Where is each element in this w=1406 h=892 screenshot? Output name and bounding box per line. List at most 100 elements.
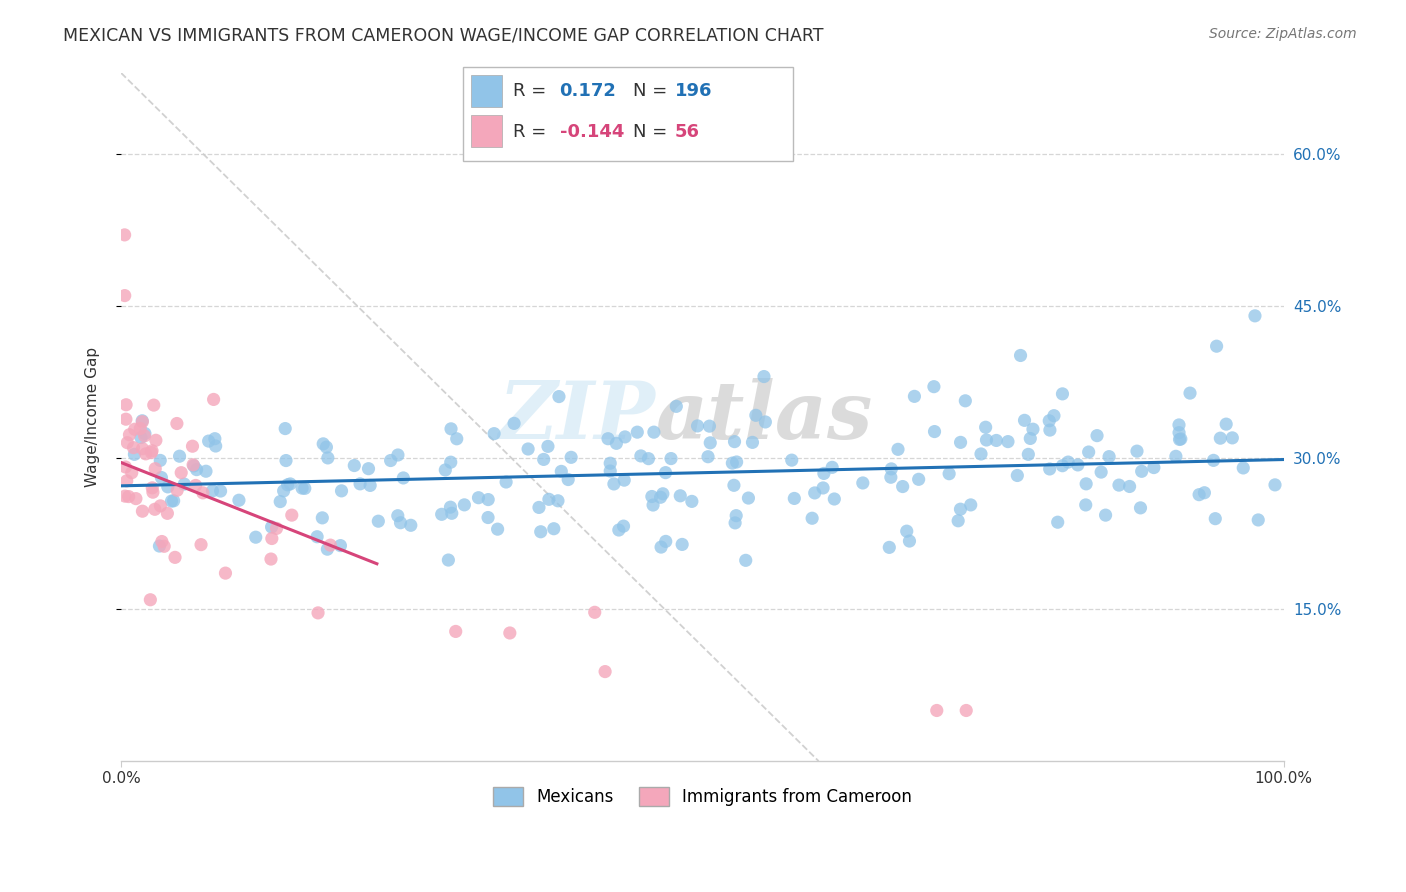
Point: [607, 523, 630, 537]
Point: [949, 435, 972, 450]
Point: [312, 437, 335, 451]
Point: [880, 462, 903, 476]
Point: [486, 522, 509, 536]
Point: [166, 417, 188, 431]
Point: [697, 450, 720, 464]
Point: [477, 510, 499, 524]
Point: [801, 511, 824, 525]
Text: MEXICAN VS IMMIGRANTS FROM CAMEROON WAGE/INCOME GAP CORRELATION CHART: MEXICAN VS IMMIGRANTS FROM CAMEROON WAGE…: [63, 27, 824, 45]
Point: [139, 592, 162, 607]
Point: [896, 524, 918, 538]
Point: [359, 478, 381, 492]
Point: [1038, 414, 1060, 428]
Text: 0.172: 0.172: [560, 82, 616, 100]
Point: [1170, 432, 1192, 446]
Point: [467, 491, 489, 505]
Point: [499, 626, 522, 640]
Point: [880, 470, 903, 484]
Point: [1043, 409, 1066, 423]
Point: [1019, 432, 1042, 446]
Point: [1039, 423, 1062, 437]
Point: [319, 538, 342, 552]
Point: [329, 539, 352, 553]
Point: [357, 461, 380, 475]
Point: [114, 460, 136, 475]
Point: [349, 476, 371, 491]
Point: [650, 540, 672, 554]
Point: [260, 552, 283, 566]
Point: [745, 409, 768, 423]
Point: [699, 435, 721, 450]
Point: [437, 553, 460, 567]
Point: [1074, 498, 1097, 512]
Point: [547, 493, 569, 508]
Point: [671, 537, 693, 551]
Point: [986, 434, 1008, 448]
Point: [1077, 445, 1099, 459]
Point: [699, 419, 721, 434]
Point: [453, 498, 475, 512]
Point: [1090, 465, 1112, 479]
Point: [134, 429, 156, 443]
Point: [725, 455, 748, 469]
Point: [1209, 431, 1232, 445]
Point: [887, 442, 910, 457]
Point: [1039, 462, 1062, 476]
Point: [269, 494, 291, 508]
Legend: Mexicans, Immigrants from Cameroon: Mexicans, Immigrants from Cameroon: [485, 779, 920, 814]
Text: N =: N =: [633, 123, 666, 141]
Point: [273, 483, 295, 498]
Point: [160, 494, 183, 508]
Point: [734, 553, 756, 567]
Point: [1194, 485, 1216, 500]
Point: [1076, 476, 1098, 491]
Point: [659, 451, 682, 466]
Point: [938, 467, 960, 481]
Point: [641, 490, 664, 504]
Point: [129, 421, 152, 435]
Point: [121, 466, 143, 480]
Point: [149, 453, 172, 467]
Point: [141, 481, 163, 495]
Point: [124, 422, 146, 436]
Point: [1118, 479, 1140, 493]
Point: [114, 489, 136, 503]
Point: [725, 508, 748, 523]
Point: [150, 534, 173, 549]
Point: [1098, 450, 1121, 464]
Point: [153, 539, 176, 553]
Point: [955, 393, 977, 408]
Point: [173, 477, 195, 491]
Point: [650, 490, 672, 504]
Point: [430, 508, 453, 522]
Point: [477, 492, 499, 507]
Point: [343, 458, 366, 473]
Point: [924, 425, 946, 439]
Point: [907, 472, 929, 486]
Point: [440, 422, 463, 436]
Point: [170, 466, 193, 480]
Point: [1215, 417, 1237, 431]
Point: [1052, 458, 1074, 473]
Point: [307, 530, 329, 544]
Point: [599, 456, 621, 470]
Point: [392, 471, 415, 485]
Point: [780, 453, 803, 467]
Point: [260, 532, 283, 546]
Point: [959, 498, 981, 512]
Point: [129, 431, 152, 445]
Point: [1130, 464, 1153, 478]
Point: [141, 443, 163, 458]
Point: [813, 467, 835, 481]
Point: [651, 487, 673, 501]
Text: R =: R =: [513, 123, 547, 141]
Text: -0.144: -0.144: [560, 123, 624, 141]
Point: [201, 483, 224, 498]
Text: 196: 196: [675, 82, 713, 100]
Point: [974, 420, 997, 434]
Point: [169, 449, 191, 463]
Point: [1085, 428, 1108, 442]
Point: [115, 474, 138, 488]
Point: [181, 439, 204, 453]
Point: [115, 412, 138, 426]
